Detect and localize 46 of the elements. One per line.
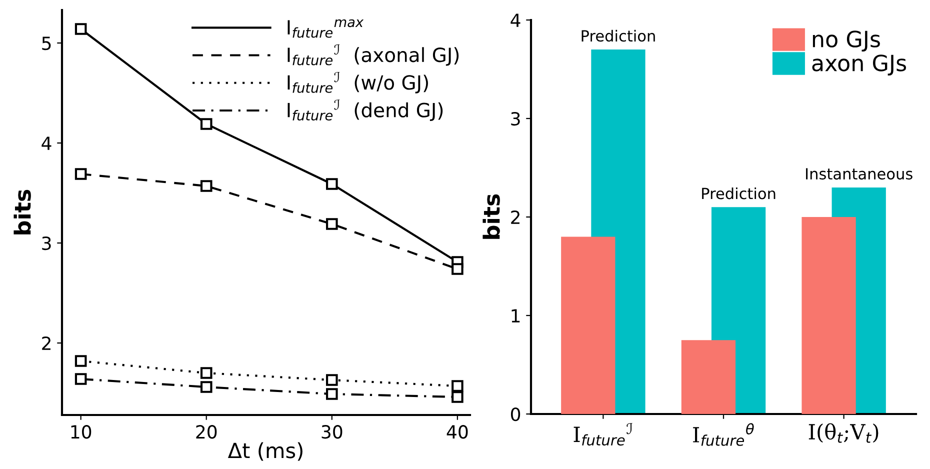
y-tick-label: 1 <box>512 309 520 322</box>
bar <box>681 340 736 414</box>
point <box>74 355 87 367</box>
point <box>74 168 87 180</box>
point <box>200 381 212 393</box>
annotation: Instantaneous <box>806 168 912 180</box>
point <box>200 180 212 192</box>
point <box>74 23 87 35</box>
legend-label: I$_{future}$$^{ℐ}$ (w/o GJ) <box>288 72 428 94</box>
legend-label: I$_{future}$$^{ℐ}$ (dend GJ) <box>288 100 443 122</box>
y-axis-title: bits <box>482 194 500 239</box>
x-tick-label: I$_{future}$$^{θ}$ <box>693 423 754 446</box>
x-tick-label: I$_{future}$$^{ℐ}$ <box>574 423 632 446</box>
legend-label: I$_{future}$$^{max}$ <box>288 19 364 38</box>
bar <box>802 217 856 414</box>
y-axis-title: bits <box>14 190 31 234</box>
point <box>200 367 212 379</box>
x-tick-label: 40 <box>446 425 468 439</box>
legend-label: no GJs <box>812 30 880 52</box>
point <box>326 374 338 386</box>
point <box>452 391 464 403</box>
y-tick-label: 5 <box>42 36 51 50</box>
y-tick-label: 3 <box>42 236 51 250</box>
x-tick-label: 30 <box>322 425 342 439</box>
x-tick-label: 20 <box>196 425 217 439</box>
annotation: Prediction <box>582 30 655 42</box>
point <box>326 178 338 190</box>
legend-label: axon GJs <box>812 54 906 76</box>
bar <box>561 236 616 414</box>
y-tick-label: 4 <box>42 136 52 150</box>
y-tick-label: 0 <box>510 407 520 422</box>
x-tick-label: 10 <box>71 425 92 439</box>
point <box>452 380 464 392</box>
y-tick-label: 4 <box>510 14 520 27</box>
point <box>326 218 338 230</box>
y-tick-label: 2 <box>511 210 520 224</box>
y-tick-label: 2 <box>42 336 50 350</box>
legend-label: I$_{future}$$^{ℐ}$ (axonal GJ) <box>288 44 459 66</box>
point <box>452 263 464 275</box>
x-axis-title: Δt (ms) <box>228 442 302 461</box>
x-tick-label: I(θ$_{t}$;V$_{t}$) <box>808 423 878 443</box>
y-tick-label: 3 <box>511 112 520 126</box>
point <box>74 373 87 385</box>
point <box>200 118 212 130</box>
point <box>326 388 338 400</box>
annotation: Prediction <box>702 187 776 200</box>
